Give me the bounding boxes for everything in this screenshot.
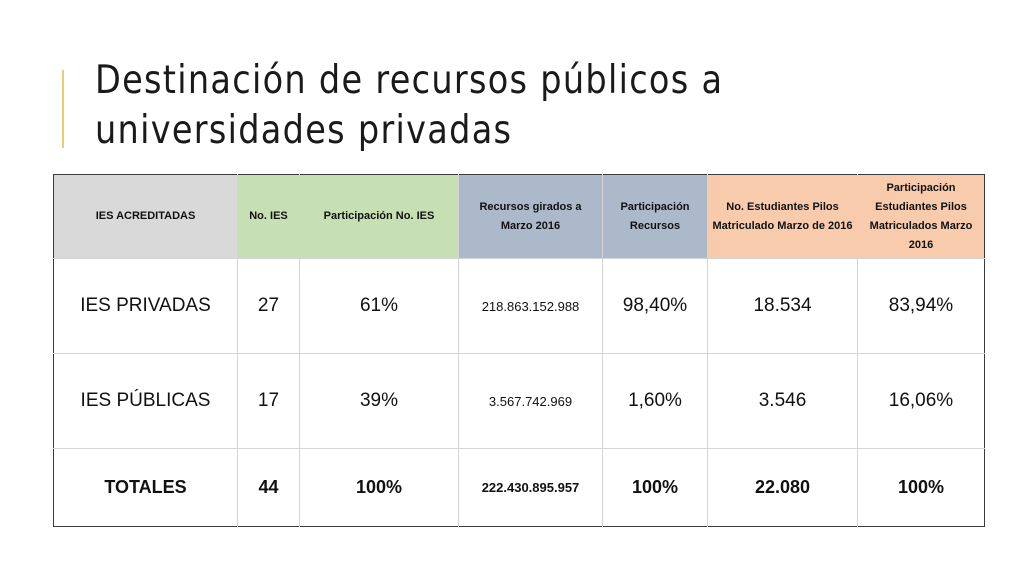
table-header-row: IES ACREDITADAS No. IES Participación No… [53,174,985,259]
slide-title-line-1: Destinación de recursos públicos a [95,58,724,103]
cell-category: TOTALES [53,448,238,527]
cell-recursos-girados: 3.567.742.969 [458,353,603,449]
table-row: IES PÚBLICAS 17 39% 3.567.742.969 1,60% … [53,353,985,449]
cell-recursos-girados: 222.430.895.957 [458,448,603,527]
header-participacion-estudiantes: Participación Estudiantes Pilos Matricul… [857,174,985,259]
header-no-estudiantes-pilos: No. Estudiantes Pilos Matriculado Marzo … [707,174,858,259]
cell-no-estudiantes: 22.080 [707,448,858,527]
slide-title: Destinación de recursos públicos a unive… [95,56,869,156]
cell-no-ies: 27 [237,258,300,354]
cell-participacion-estudiantes: 83,94% [857,258,985,354]
cell-participacion-recursos: 98,40% [602,258,708,354]
cell-participacion-no-ies: 61% [299,258,459,354]
header-no-ies: No. IES [237,174,300,259]
cell-no-ies: 17 [237,353,300,449]
cell-participacion-recursos: 100% [602,448,708,527]
header-recursos-girados: Recursos girados a Marzo 2016 [458,174,603,259]
cell-participacion-estudiantes: 100% [857,448,985,527]
cell-category: IES PÚBLICAS [53,353,238,449]
cell-participacion-estudiantes: 16,06% [857,353,985,449]
cell-participacion-recursos: 1,60% [602,353,708,449]
cell-recursos-girados: 218.863.152.988 [458,258,603,354]
title-accent-bar [62,70,64,148]
slide-title-line-2: universidades privadas [95,108,513,153]
cell-no-estudiantes: 18.534 [707,258,858,354]
resources-table: IES ACREDITADAS No. IES Participación No… [53,174,985,527]
header-participacion-recursos: Participación Recursos [602,174,708,259]
table-row-totals: TOTALES 44 100% 222.430.895.957 100% 22.… [53,448,985,527]
cell-participacion-no-ies: 39% [299,353,459,449]
cell-no-ies: 44 [237,448,300,527]
cell-category: IES PRIVADAS [53,258,238,354]
header-participacion-no-ies: Participación No. IES [299,174,459,259]
table-row: IES PRIVADAS 27 61% 218.863.152.988 98,4… [53,258,985,354]
cell-participacion-no-ies: 100% [299,448,459,527]
cell-no-estudiantes: 3.546 [707,353,858,449]
header-ies-acreditadas: IES ACREDITADAS [53,174,238,259]
